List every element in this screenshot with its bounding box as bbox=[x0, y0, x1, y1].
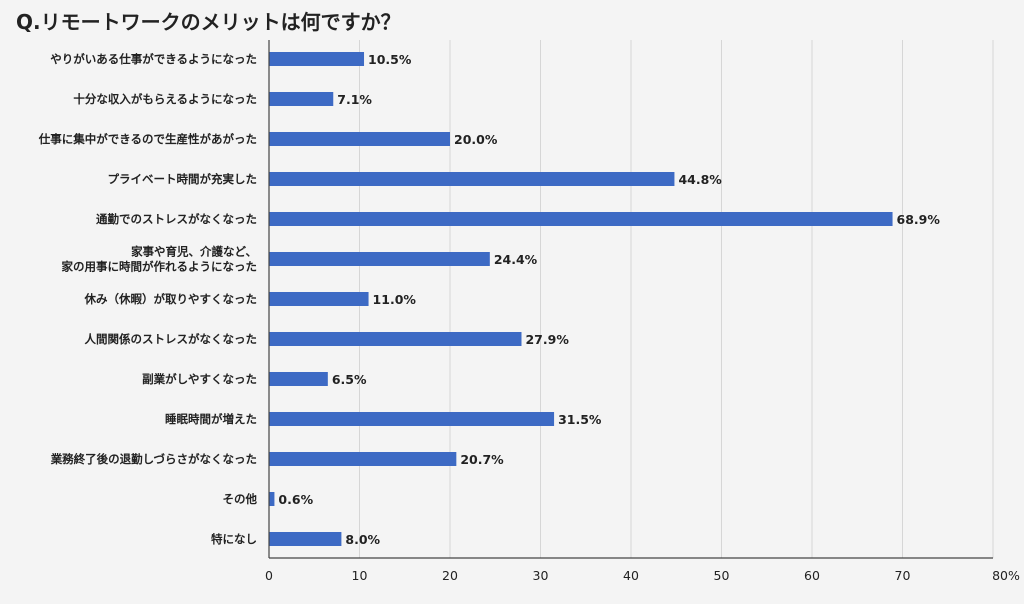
category-label: 通勤でのストレスがなくなった bbox=[96, 212, 257, 226]
data-label: 27.9% bbox=[525, 332, 569, 347]
data-label: 7.1% bbox=[337, 92, 372, 107]
category-label: その他 bbox=[223, 492, 258, 506]
data-label: 44.8% bbox=[678, 172, 722, 187]
data-label: 11.0% bbox=[373, 292, 417, 307]
category-label: 業務終了後の退勤しづらさがなくなった bbox=[50, 452, 257, 466]
x-tick-label: 20 bbox=[442, 568, 458, 583]
x-tick-label: 0 bbox=[265, 568, 273, 583]
category-label: 休み（休暇）が取りやすくなった bbox=[84, 292, 258, 306]
data-label: 6.5% bbox=[332, 372, 367, 387]
chart-title: Q.リモートワークのメリットは何ですか？ bbox=[16, 10, 401, 34]
bar bbox=[269, 172, 675, 186]
bar bbox=[269, 92, 334, 106]
x-tick-label: 70 bbox=[895, 568, 911, 583]
data-label: 20.7% bbox=[460, 452, 504, 467]
category-label: 副業がしやすくなった bbox=[142, 372, 257, 386]
category-label: 十分な収入がもらえるようになった bbox=[73, 92, 257, 106]
bar bbox=[269, 212, 893, 226]
x-tick-label: 80% bbox=[992, 568, 1020, 583]
bar bbox=[269, 452, 457, 466]
category-label: 特になし bbox=[211, 532, 257, 546]
data-label: 10.5% bbox=[368, 52, 412, 67]
x-tick-label: 60 bbox=[804, 568, 820, 583]
x-tick-label: 50 bbox=[714, 568, 730, 583]
grid-lines bbox=[359, 40, 994, 558]
data-label: 0.6% bbox=[278, 492, 313, 507]
bar bbox=[269, 492, 275, 506]
category-label: 仕事に集中ができるので生産性があがった bbox=[38, 132, 257, 146]
category-label: 家事や育児、介護など、 bbox=[131, 245, 257, 259]
bar bbox=[269, 52, 365, 66]
bars bbox=[269, 52, 893, 546]
category-label: 家の用事に時間が作れるようになった bbox=[62, 260, 258, 274]
category-label: やりがいある仕事ができるようになった bbox=[50, 52, 257, 66]
bar bbox=[269, 252, 490, 266]
bar bbox=[269, 332, 522, 346]
data-label: 24.4% bbox=[494, 252, 538, 267]
x-tick-label: 10 bbox=[352, 568, 368, 583]
data-label: 20.0% bbox=[454, 132, 498, 147]
bar bbox=[269, 412, 555, 426]
data-label: 8.0% bbox=[345, 532, 380, 547]
labels: 10.5% やりがいある仕事ができるようになった 7.1% 十分な収入がもらえるように… bbox=[38, 52, 941, 547]
x-tick-label: 40 bbox=[623, 568, 639, 583]
axes: 0 10 20 30 40 50 60 70 80% bbox=[265, 40, 1020, 583]
category-label: プライベート時間が充実した bbox=[108, 172, 258, 186]
category-label: 人間関係のストレスがなくなった bbox=[85, 332, 258, 346]
data-label: 31.5% bbox=[558, 412, 602, 427]
bar bbox=[269, 132, 450, 146]
bar bbox=[269, 532, 342, 546]
data-label: 68.9% bbox=[897, 212, 941, 227]
category-label: 睡眠時間が増えた bbox=[165, 412, 257, 426]
x-tick-label: 30 bbox=[533, 568, 549, 583]
bar bbox=[269, 292, 369, 306]
bar bbox=[269, 372, 328, 386]
